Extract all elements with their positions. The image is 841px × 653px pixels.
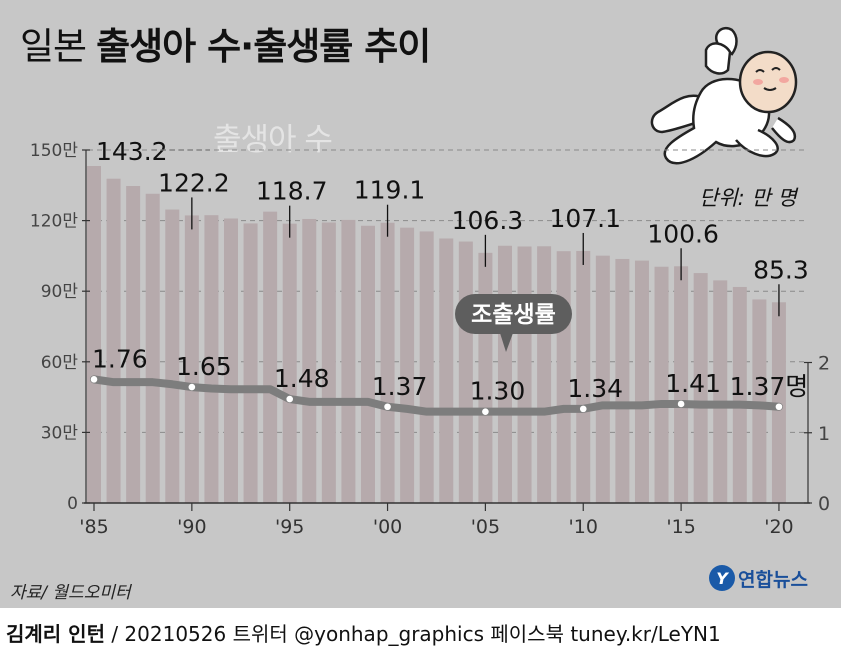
bar-2017 [713,280,728,503]
axes: 0 30만 60만 90만 120만 150만 0 1 2 '85 '90 '95 '00 '05 '10 '… [30,141,830,538]
rate-dot-2005 [482,408,489,415]
bar-2000 [380,222,395,503]
rate-dot-1990 [188,383,196,391]
unit-label: 단위: 만 명 [699,186,797,210]
rate-label-2010: 1.34 [567,374,623,403]
x-tick-label-2000: '00 [373,516,402,538]
chart-area: 0 30만 60만 90만 120만 150만 0 1 2 '85 '90 '95 '00 '05 '10 '… [30,137,830,538]
bar-1989 [165,209,180,503]
footer-text: 김계리 인턴 / 20210526 트위터 @yonhap_graphics 페… [6,618,721,647]
x-tick-label-1995: '95 [275,516,304,538]
bar-1990 [184,215,199,503]
rate-label-1995: 1.48 [274,364,330,393]
bar-1999 [360,225,375,503]
chart-title: 일본 출생아 수·출생률 추이 [20,16,431,70]
bar-1998 [341,219,356,504]
right-tick-label-1: 1 [818,423,830,445]
births-series-label: 출생아 수 [213,122,333,158]
bar-1991 [204,215,219,504]
bar-2015 [674,266,689,503]
left-tick-label-150: 150만 [30,141,78,161]
rate-dot-2020 [775,403,783,411]
bar-1985 [87,166,101,503]
x-tick-label-2005: '05 [471,516,500,538]
births-label-1995: 118.7 [256,177,328,206]
births-label-1985: 143.2 [96,137,168,166]
bar-2016 [693,273,708,503]
left-tick-label-120: 120만 [30,212,78,232]
bar-2007 [517,246,532,503]
bar-1995 [282,223,297,503]
bar-2008 [537,246,552,503]
chart-title-bold: 출생아 수·출생률 추이 [96,25,431,68]
yonhap-logo-mark: Y [709,565,735,591]
footer: 김계리 인턴 / 20210526 트위터 @yonhap_graphics 페… [0,608,841,653]
rate-dot-2015 [677,400,685,408]
callout-pointer [500,333,513,352]
x-tick-label-1985: '85 [79,516,108,538]
bar-2013 [634,260,649,503]
bar-1986 [106,178,121,503]
birth-rate-callout: 조출생률 [455,294,572,352]
x-tick-label-2015: '15 [666,516,695,538]
rate-label-2005: 1.30 [470,377,526,406]
bar-2011 [595,255,610,503]
yonhap-logo: Y 연합뉴스 [709,563,808,593]
rate-label-1985: 1.76 [92,344,148,373]
rate-dot-1995 [286,395,294,403]
rate-label-2015: 1.41 [665,369,721,398]
bar-2003 [439,238,454,503]
left-tick-label-90: 90만 [41,282,79,302]
birth-rate-line [90,375,783,416]
right-tick-label-2: 2 [818,353,830,375]
rate-label-1990: 1.65 [176,352,232,381]
bar-2018 [732,286,747,503]
bar-1992 [223,218,238,503]
x-tick-label-1990: '90 [177,516,206,538]
bar-1997 [321,222,336,503]
callout-bubble [455,294,572,334]
rate-label-2000: 1.37 [372,372,428,401]
rate-dot-1985 [90,376,98,383]
bar-2012 [615,258,630,503]
bar-2004 [458,241,473,503]
source-label: 자료/ 월드오미터 [10,583,131,603]
bar-1993 [243,223,258,503]
bar-2020 [771,302,786,503]
x-tick-label-2020: '20 [764,516,793,538]
rate-dot-2000 [384,403,391,411]
birth-rate-polyline [90,375,783,416]
left-tick-label-0: 0 [67,494,78,514]
bar-2001 [400,227,415,503]
x-tick-label-2010: '10 [569,516,598,538]
births-label-1990: 122.2 [158,168,230,197]
bar-1987 [126,186,141,504]
births-label-2015: 100.6 [647,219,719,248]
footer-info: / 20210526 트위터 @yonhap_graphics 페이스북 tun… [104,622,721,646]
bar-2019 [752,299,767,503]
yonhap-logo-text: 연합뉴스 [738,568,808,591]
footer-author: 김계리 인턴 [6,622,105,646]
data-labels: 143.2 1.76 122.2 1.65 118.7 1.48 119.1 1.37 106.… [92,137,809,406]
chart-title-light: 일본 [20,25,87,68]
rate-label-2020: 1.37명 [730,372,809,401]
left-tick-label-60: 60만 [41,353,79,373]
bar-2002 [419,231,434,503]
births-label-2005: 106.3 [452,206,524,235]
bar-2014 [654,266,669,503]
baby-illustration [650,27,798,165]
rate-dot-2010 [579,405,587,413]
bar-1994 [263,211,278,503]
births-label-2020: 85.3 [753,255,809,284]
right-tick-label-0: 0 [818,493,830,515]
births-label-2000: 119.1 [354,176,426,205]
bar-2006 [497,245,512,503]
bar-1996 [302,218,317,503]
left-tick-label-30: 30만 [41,423,79,443]
bar-1988 [145,193,160,503]
births-label-2010: 107.1 [549,204,621,233]
bar-2010 [576,250,591,503]
callout-text: 조출생률 [471,302,556,328]
